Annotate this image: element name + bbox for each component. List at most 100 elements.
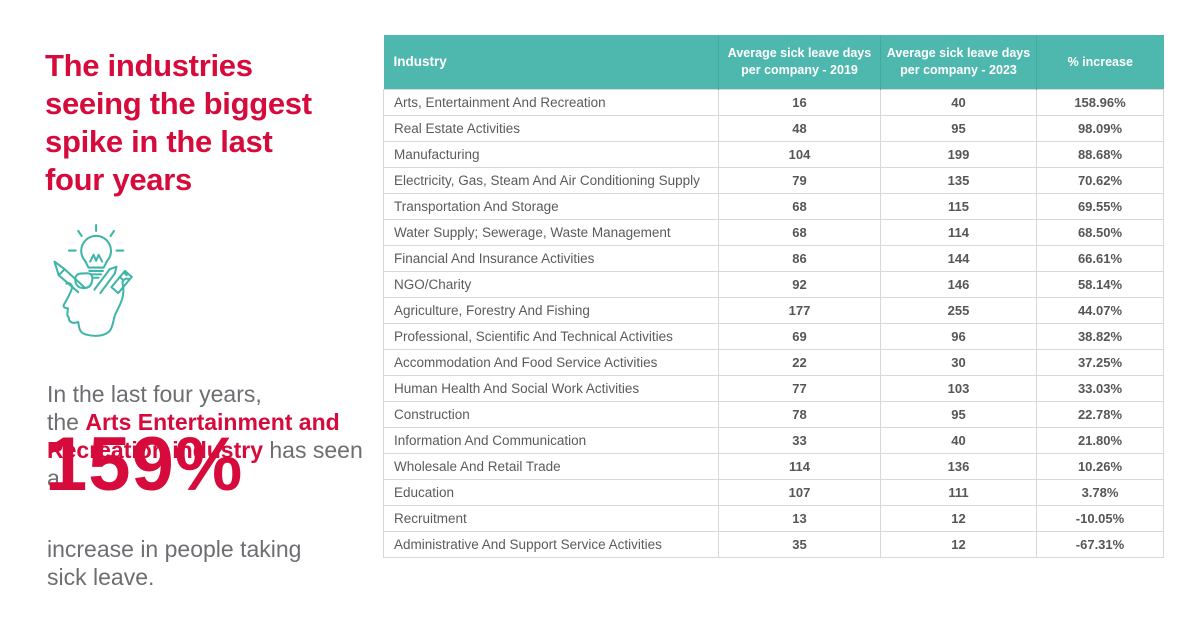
avg-2019-cell: 86 [718,245,881,272]
increase-cell: 58.14% [1036,271,1164,298]
increase-cell: 38.82% [1036,323,1164,350]
avg-2019-cell: 114 [718,453,881,480]
industry-cell: Accommodation And Food Service Activitie… [383,349,719,376]
avg-2023-cell: 146 [880,271,1037,298]
industry-cell: Construction [383,401,719,428]
avg-2019-cell: 33 [718,427,881,454]
avg-2023-cell: 12 [880,505,1037,532]
sick-leave-table: Industry Average sick leave days per com… [383,35,1164,558]
avg-2023-cell: 40 [880,89,1037,116]
intro-paragraph: In the last four years, the Arts Enterta… [47,380,367,492]
avg-2023-cell: 135 [880,167,1037,194]
increase-cell: 88.68% [1036,141,1164,168]
table-header-row: Industry Average sick leave days per com… [383,35,1164,90]
avg-2023-cell: 114 [880,219,1037,246]
table-row: Administrative And Support Service Activ… [383,531,1164,558]
page-title: The industries seeing the biggest spike … [45,47,312,197]
avg-2019-cell: 48 [718,115,881,142]
table-row: NGO/Charity 92 146 58.14% [383,271,1164,298]
table-row: Education 107 111 3.78% [383,479,1164,506]
table-row: Financial And Insurance Activities 86 14… [383,245,1164,272]
avg-2019-cell: 68 [718,219,881,246]
avg-2023-cell: 199 [880,141,1037,168]
header-avg-2019: Average sick leave days per company - 20… [718,35,881,90]
avg-2023-cell: 115 [880,193,1037,220]
table-row: Transportation And Storage 68 115 69.55% [383,193,1164,220]
avg-2019-cell: 79 [718,167,881,194]
table-row: Water Supply; Sewerage, Waste Management… [383,219,1164,246]
avg-2023-cell: 30 [880,349,1037,376]
avg-2019-cell: 78 [718,401,881,428]
increase-cell: 33.03% [1036,375,1164,402]
table-row: Wholesale And Retail Trade 114 136 10.26… [383,453,1164,480]
industry-cell: Wholesale And Retail Trade [383,453,719,480]
intro-post: has seen a [47,437,363,491]
avg-2023-cell: 103 [880,375,1037,402]
increase-cell: -10.05% [1036,505,1164,532]
increase-cell: 70.62% [1036,167,1164,194]
industry-cell: Human Health And Social Work Activities [383,375,719,402]
increase-cell: 68.50% [1036,219,1164,246]
avg-2023-cell: 111 [880,479,1037,506]
table-row: Information And Communication 33 40 21.8… [383,427,1164,454]
table-row: Recruitment 13 12 -10.05% [383,505,1164,532]
avg-2019-cell: 177 [718,297,881,324]
industry-cell: Transportation And Storage [383,193,719,220]
avg-2023-cell: 255 [880,297,1037,324]
industry-cell: Information And Communication [383,427,719,454]
stat-caption: increase in people taking sick leave. [47,536,302,590]
avg-2019-cell: 68 [718,193,881,220]
avg-2023-cell: 12 [880,531,1037,558]
increase-cell: 22.78% [1036,401,1164,428]
industry-cell: Professional, Scientific And Technical A… [383,323,719,350]
table-row: Accommodation And Food Service Activitie… [383,349,1164,376]
avg-2019-cell: 77 [718,375,881,402]
stat-value: 159% [45,422,244,507]
increase-cell: 158.96% [1036,89,1164,116]
industry-cell: Education [383,479,719,506]
industry-cell: Arts, Entertainment And Recreation [383,89,719,116]
avg-2023-cell: 95 [880,401,1037,428]
industry-cell: NGO/Charity [383,271,719,298]
table-row: Manufacturing 104 199 88.68% [383,141,1164,168]
industry-cell: Recruitment [383,505,719,532]
industry-cell: Agriculture, Forestry And Fishing [383,297,719,324]
avg-2023-cell: 96 [880,323,1037,350]
industry-cell: Financial And Insurance Activities [383,245,719,272]
avg-2023-cell: 40 [880,427,1037,454]
intro-pre: In the last four years, the [47,381,262,435]
increase-cell: -67.31% [1036,531,1164,558]
avg-2019-cell: 92 [718,271,881,298]
increase-cell: 37.25% [1036,349,1164,376]
table-row: Agriculture, Forestry And Fishing 177 25… [383,297,1164,324]
industry-cell: Electricity, Gas, Steam And Air Conditio… [383,167,719,194]
header-avg-2023: Average sick leave days per company - 20… [880,35,1037,90]
avg-2019-cell: 22 [718,349,881,376]
header-percent-increase: % increase [1036,35,1164,90]
avg-2019-cell: 104 [718,141,881,168]
increase-cell: 66.61% [1036,245,1164,272]
industry-cell: Manufacturing [383,141,719,168]
table-row: Arts, Entertainment And Recreation 16 40… [383,89,1164,116]
increase-cell: 44.07% [1036,297,1164,324]
increase-cell: 69.55% [1036,193,1164,220]
table-row: Electricity, Gas, Steam And Air Conditio… [383,167,1164,194]
intro-highlight: Arts Entertainment and Recreation indust… [47,409,340,463]
increase-cell: 10.26% [1036,453,1164,480]
avg-2019-cell: 16 [718,89,881,116]
table-row: Construction 78 95 22.78% [383,401,1164,428]
table-row: Real Estate Activities 48 95 98.09% [383,115,1164,142]
table-row: Professional, Scientific And Technical A… [383,323,1164,350]
avg-2019-cell: 107 [718,479,881,506]
increase-cell: 3.78% [1036,479,1164,506]
industry-cell: Water Supply; Sewerage, Waste Management [383,219,719,246]
avg-2023-cell: 136 [880,453,1037,480]
avg-2019-cell: 69 [718,323,881,350]
creative-head-lightbulb-icon [40,213,142,351]
avg-2023-cell: 144 [880,245,1037,272]
avg-2023-cell: 95 [880,115,1037,142]
header-industry: Industry [383,35,719,90]
increase-cell: 98.09% [1036,115,1164,142]
industry-cell: Real Estate Activities [383,115,719,142]
